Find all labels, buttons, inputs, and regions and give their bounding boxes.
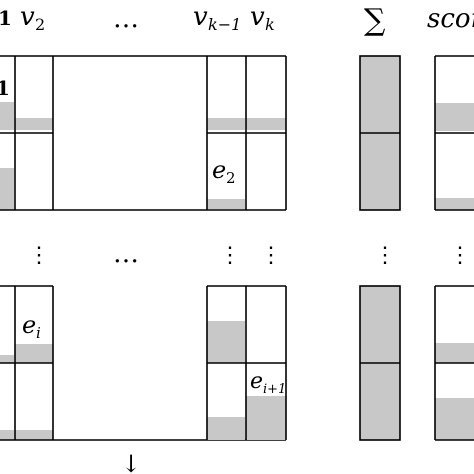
score-column-upper <box>434 55 474 211</box>
vdots-score: ⋮ <box>449 243 471 268</box>
header-sigma: ∑ <box>364 3 386 38</box>
svg-text:e: e <box>250 369 263 394</box>
score-fill <box>435 198 474 210</box>
label-e2: e 2 <box>212 156 236 187</box>
sum-column-lower <box>359 285 401 441</box>
label-ei: e i <box>22 311 41 342</box>
svg-text:k: k <box>265 15 275 34</box>
left-matrix-upper: 1 <box>0 55 286 211</box>
svg-text:i: i <box>36 324 41 342</box>
left-matrix-lower: e i <box>0 285 286 441</box>
label-ei-plus-1: e i+1 <box>250 369 286 397</box>
svg-text:v: v <box>250 2 265 32</box>
cell-fill <box>0 355 14 363</box>
vdots-vk: ⋮ <box>260 243 282 268</box>
svg-text:v: v <box>193 2 208 32</box>
sum-column-upper <box>359 55 401 211</box>
cell-fill <box>207 417 245 440</box>
down-arrow-icon: ↓ <box>121 450 141 474</box>
header-score: scor <box>427 4 474 34</box>
row-label-partial: 1 <box>0 76 10 100</box>
cell-fill <box>15 344 53 363</box>
svg-text:i+1: i+1 <box>263 382 286 397</box>
svg-text:e: e <box>212 156 226 184</box>
header-vk-minus-1: v k−1 <box>193 2 241 34</box>
header-v2: v 2 <box>20 2 45 34</box>
svg-text:k−1: k−1 <box>208 15 241 34</box>
vdots-sum: ⋮ <box>374 243 396 268</box>
cell-fill <box>207 321 245 363</box>
cell-fill <box>246 118 286 130</box>
right-matrix-upper: e 2 <box>206 56 287 210</box>
svg-text:2: 2 <box>226 169 236 187</box>
vdots-left: ⋮ <box>28 243 50 268</box>
svg-text:v: v <box>20 2 35 32</box>
header-ellipsis: … <box>113 4 139 34</box>
score-fill <box>435 343 474 363</box>
hdots-middle: … <box>113 239 139 269</box>
score-fill <box>435 103 474 131</box>
cell-fill <box>207 199 245 209</box>
cell-fill <box>0 430 14 440</box>
svg-text:e: e <box>22 311 36 339</box>
score-fill <box>435 398 474 440</box>
header-v1-partial: 1 <box>0 6 12 30</box>
right-matrix-lower: e i+1 <box>206 285 287 440</box>
cell-fill <box>0 168 14 210</box>
header-vk: v k <box>250 2 275 34</box>
vdots-vk1: ⋮ <box>219 243 241 268</box>
cell-fill <box>15 118 53 130</box>
score-column-lower <box>434 285 474 441</box>
cell-fill <box>207 118 245 130</box>
cell-fill <box>15 430 53 440</box>
svg-text:2: 2 <box>35 15 45 34</box>
cell-fill <box>246 396 286 440</box>
cell-fill <box>0 102 14 130</box>
